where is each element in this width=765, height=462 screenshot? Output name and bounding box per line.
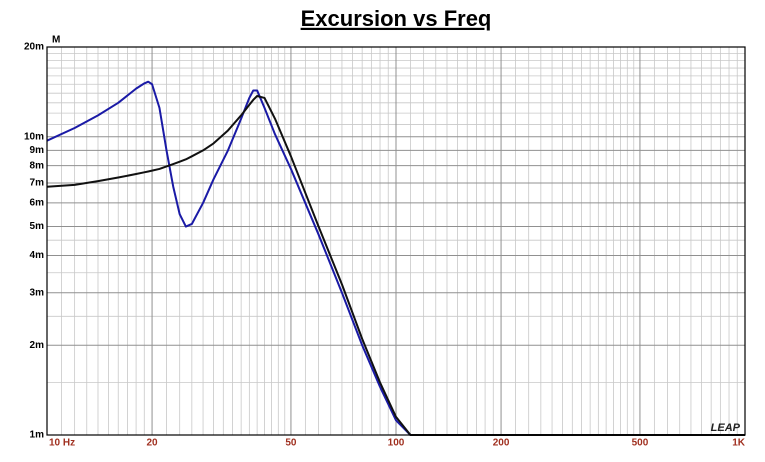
x-tick-label: 500 [632,438,649,449]
x-tick-label: 100 [388,438,405,449]
watermark: LEAP [711,422,741,434]
plot-frame [46,46,746,436]
y-tick-label: 3m [30,287,45,298]
y-tick-label: 2m [30,340,45,351]
x-tick-label: 10 Hz [49,438,75,449]
x-tick-label: 20 [146,438,158,449]
y-tick-label: 8m [30,160,45,171]
y-unit: M [52,35,60,46]
y-tick-label: 7m [30,178,45,189]
y-tick-label: 20m [24,42,44,53]
x-tick-label: 50 [285,438,297,449]
chart-title: Excursion vs Freq [301,6,492,31]
y-tick-label: 10m [24,131,44,142]
series-line [46,95,745,436]
y-tick-label: 9m [30,145,45,156]
y-tick-label: 1m [30,430,45,441]
marks [46,80,745,436]
series-line [46,80,745,436]
grid [46,46,746,436]
y-tick-label: 5m [30,221,45,232]
y-tick-label: 4m [30,250,45,261]
y-tick-label: 6m [30,198,45,209]
x-tick-label: 1K [732,438,746,449]
x-tick-label: 200 [493,438,510,449]
